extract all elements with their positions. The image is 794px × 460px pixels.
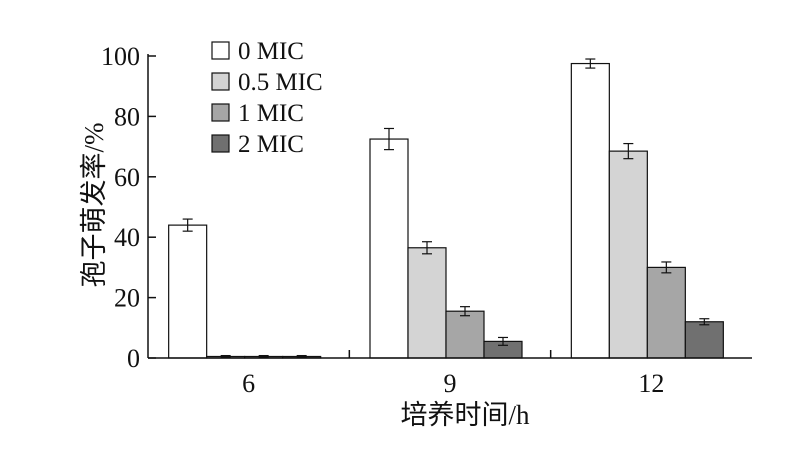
y-tick-label-2: 40 (114, 223, 140, 252)
x-tick-label-2: 12 (638, 369, 664, 398)
legend-label-2: 1 MIC (238, 100, 304, 127)
y-tick-label-1: 20 (114, 284, 140, 313)
legend-label-3: 2 MIC (238, 131, 304, 158)
bar-9h-series-2 (445, 310, 485, 359)
y-tick-label-0: 0 (127, 344, 140, 373)
y-axis-title: 孢子萌发率/% (79, 123, 109, 288)
bar-6h-series-0 (168, 224, 208, 359)
legend: 0 MIC 0.5 MIC 1 MIC 2 MIC (211, 38, 323, 158)
axes-group: 0 20 40 60 80 100 6 9 12 (101, 42, 752, 398)
x-tick-label-1: 9 (444, 369, 457, 398)
legend-swatch-3 (211, 134, 230, 153)
y-tick-label-5: 100 (101, 42, 140, 71)
legend-swatch-2 (211, 103, 230, 122)
legend-label-1: 0.5 MIC (238, 69, 323, 96)
bar-12h-series-3 (684, 321, 724, 359)
bar-9h-series-0 (369, 138, 409, 359)
y-tick-label-3: 60 (114, 163, 140, 192)
legend-label-0: 0 MIC (238, 38, 304, 65)
bar-12h-series-0 (570, 62, 610, 359)
bar-12h-series-1 (608, 150, 648, 359)
x-tick-label-0: 6 (242, 369, 255, 398)
legend-swatch-1 (211, 72, 230, 91)
x-axis-title: 培养时间/h (400, 400, 530, 430)
bar-9h-series-1 (407, 247, 447, 359)
bars-group (168, 58, 724, 359)
legend-swatch-0 (211, 41, 230, 60)
bar-12h-series-2 (646, 266, 686, 359)
y-tick-label-4: 80 (114, 102, 140, 131)
